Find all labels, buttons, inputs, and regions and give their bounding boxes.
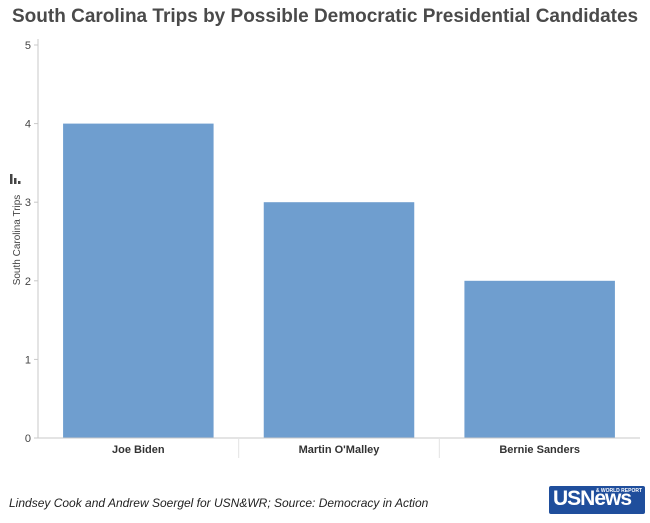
logo-subtext: & WORLD REPORT: [595, 488, 642, 494]
y-tick-label: 5: [25, 40, 31, 52]
bar-chart: 0 1 2 3 4 5 Joe Biden Martin O'Malley Bernie Sa…: [12, 39, 640, 458]
y-tick-label: 1: [25, 354, 31, 366]
bar[interactable]: [63, 123, 214, 438]
y-tick-label: 0: [25, 433, 31, 445]
y-tick-label: 3: [25, 197, 31, 209]
logo-wordmark: USNews: [553, 487, 632, 510]
bar[interactable]: [464, 280, 615, 438]
y-axis-label: South Carolina Trips: [12, 195, 23, 286]
source-credit: Lindsey Cook and Andrew Soergel for USN&…: [9, 496, 429, 510]
x-tick-label: Bernie Sanders: [499, 444, 580, 456]
sort-icon[interactable]: [10, 174, 22, 184]
x-tick-label: Joe Biden: [112, 444, 165, 456]
y-tick-label: 2: [25, 276, 31, 288]
x-axis: Joe Biden Martin O'Malley Bernie Sanders: [38, 437, 640, 458]
y-tick-label: 4: [25, 119, 31, 131]
usnews-logo: USNews & WORLD REPORT: [549, 486, 645, 514]
bars: [63, 123, 615, 438]
bar[interactable]: [263, 202, 415, 438]
x-tick-label: Martin O'Malley: [299, 444, 381, 456]
y-axis: 0 1 2 3 4 5: [25, 39, 39, 445]
chart-title: South Carolina Trips by Possible Democra…: [12, 6, 639, 27]
